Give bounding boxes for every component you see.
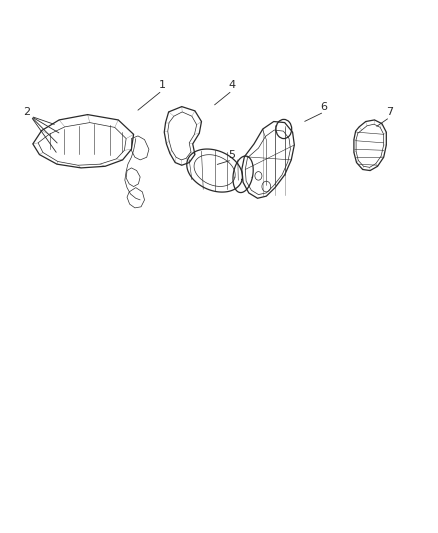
Text: 6: 6 — [321, 102, 328, 111]
Text: 5: 5 — [229, 150, 236, 159]
Text: 1: 1 — [159, 80, 166, 90]
Text: 4: 4 — [229, 80, 236, 90]
Text: 2: 2 — [23, 107, 30, 117]
Text: 7: 7 — [386, 107, 393, 117]
